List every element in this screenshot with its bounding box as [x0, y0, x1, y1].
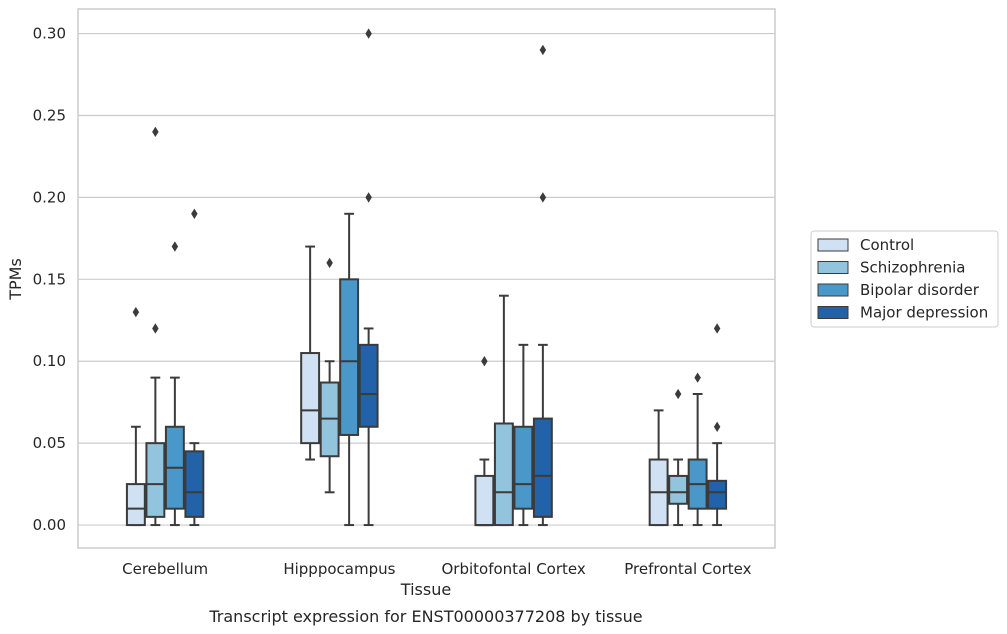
outlier-point [694, 372, 701, 383]
box-iqr [300, 352, 321, 445]
box-control [474, 356, 495, 527]
outlier-point [674, 388, 682, 400]
x-tick-label: Cerebellum [122, 560, 208, 578]
y-tick-label: 0.30 [33, 25, 66, 43]
box-major-depression [184, 208, 205, 527]
box-marks [125, 28, 728, 527]
box-schizophrenia [145, 126, 166, 527]
outlier-point [152, 126, 159, 138]
x-tick-label: Orbitofontal Cortex [442, 560, 586, 578]
legend-swatch [817, 283, 849, 297]
outlier-point [713, 323, 721, 334]
box-schizophrenia [493, 294, 514, 527]
box-iqr [145, 442, 166, 518]
x-axis-label: Tissue [400, 580, 451, 599]
box-major-depression [707, 323, 728, 527]
box-bipolar-disorder [339, 212, 360, 527]
y-tick-label: 0.15 [33, 270, 66, 288]
legend-label: Schizophrenia [860, 259, 965, 277]
y-tick-label: 0.05 [33, 434, 66, 452]
outlier-point [326, 257, 333, 269]
outlier-point [191, 208, 198, 219]
outlier-point [132, 306, 140, 318]
legend-label: Bipolar disorder [860, 281, 980, 299]
box-major-depression [532, 44, 553, 527]
box-iqr [532, 417, 553, 518]
box-schizophrenia [668, 388, 689, 527]
box-control [300, 245, 321, 461]
legend-swatch [817, 306, 849, 319]
box-iqr [474, 474, 495, 527]
x-tick-label: Hipppocampus [283, 560, 395, 578]
legend: Control Schizophrenia Bipolar disorder Majo… [810, 230, 999, 328]
box-iqr [358, 343, 379, 428]
box-iqr [668, 474, 689, 505]
outlier-point [539, 192, 547, 203]
box-iqr [513, 425, 534, 510]
box-iqr [707, 479, 728, 510]
y-tick-labels: 0.00 0.05 0.10 0.15 0.20 0.25 0.30 [33, 25, 66, 534]
legend-swatch [817, 238, 849, 252]
legend-swatch [817, 261, 849, 274]
y-tick-label: 0.20 [33, 188, 66, 206]
outlier-point [365, 28, 372, 39]
box-control [648, 409, 669, 527]
box-schizophrenia [319, 257, 340, 494]
box-bipolar-disorder [687, 372, 708, 527]
box-bipolar-disorder [513, 343, 534, 527]
outlier-point [539, 44, 547, 56]
x-tick-labels: Cerebellum Hipppocampus Orbitofontal Corte… [122, 560, 751, 578]
x-tick-label: Prefrontal Cortex [624, 560, 751, 578]
outlier-point [152, 323, 159, 334]
y-tick-label: 0.25 [33, 106, 66, 124]
y-axis-label: TPMs [6, 258, 25, 301]
legend-label: Major depression [860, 304, 988, 322]
outlier-point [365, 192, 372, 203]
legend-frame [810, 230, 999, 328]
figure-caption: Transcript expression for ENST0000037720… [208, 607, 642, 626]
outlier-point [713, 421, 721, 432]
outlier-point [481, 356, 488, 367]
plot-area-frame [77, 8, 776, 549]
y-tick-label: 0.00 [33, 516, 66, 534]
y-tick-label: 0.10 [33, 352, 66, 370]
box-iqr [339, 278, 360, 436]
outlier-point [171, 241, 179, 252]
box-iqr [184, 450, 205, 518]
legend-label: Control [860, 236, 914, 254]
box-major-depression [358, 28, 379, 527]
box-iqr [493, 422, 514, 527]
box-bipolar-disorder [164, 241, 185, 527]
box-control [125, 306, 146, 527]
box-iqr [125, 483, 146, 527]
